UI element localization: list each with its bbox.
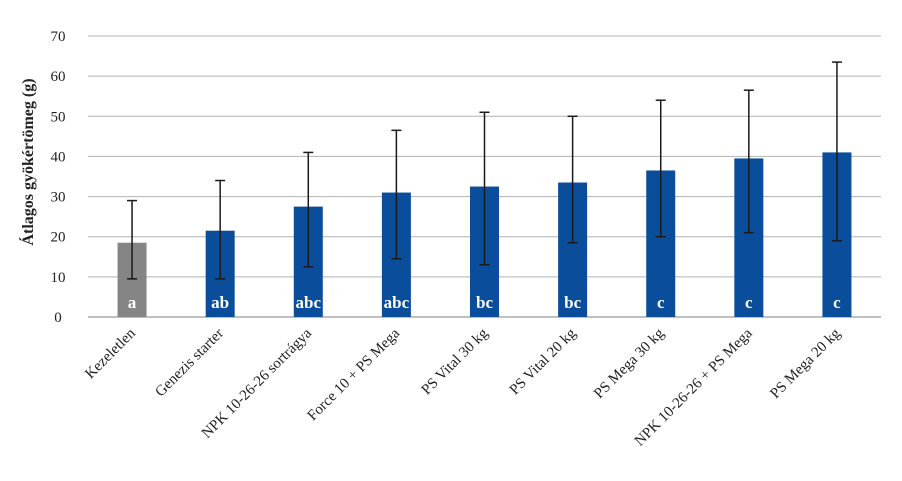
error-bar [303, 151, 314, 268]
error-bar [391, 129, 402, 260]
significance-group-label: a [128, 293, 137, 312]
significance-group-label: c [745, 293, 753, 312]
error-bar [567, 115, 578, 244]
error-bar [655, 99, 666, 238]
significance-group-label: ab [211, 293, 229, 312]
error-bar [479, 111, 490, 266]
y-tick-label: 60 [51, 69, 66, 85]
x-category-label: PS Vital 20 kg [507, 325, 580, 398]
error-bar [127, 199, 138, 280]
group-labels: a ab abc abc bc bc c c c [128, 293, 841, 312]
significance-group-label: bc [476, 293, 493, 312]
x-category-label: Genezis starter [152, 326, 227, 401]
significance-group-label: c [833, 293, 841, 312]
x-category-label: PS Mega 20 kg [767, 325, 844, 402]
y-tick-label: 10 [51, 270, 66, 286]
significance-group-label: bc [564, 293, 581, 312]
error-bar [743, 89, 754, 234]
x-category-label: Kezeletlen [82, 325, 139, 382]
x-category-label: PS Mega 30 kg [591, 325, 668, 402]
error-bar [831, 61, 842, 242]
significance-group-label: c [657, 293, 665, 312]
y-tick-label: 70 [51, 29, 66, 45]
significance-group-label: abc [296, 293, 322, 312]
y-axis-ticks: 0 10 20 30 40 50 60 70 [51, 29, 66, 326]
y-tick-label: 20 [51, 230, 66, 246]
x-category-label: PS Vital 30 kg [419, 325, 492, 398]
y-tick-label: 50 [51, 109, 66, 125]
error-bar [215, 179, 226, 280]
y-tick-label: 0 [54, 310, 62, 326]
significance-group-label: abc [384, 293, 410, 312]
error-bars [127, 61, 842, 280]
y-tick-label: 40 [51, 149, 66, 165]
x-category-label: Force 10 + PS Mega [305, 325, 404, 424]
y-axis-title: Átlagos gyökértömeg (g) [18, 78, 37, 245]
y-tick-label: 30 [51, 190, 66, 206]
